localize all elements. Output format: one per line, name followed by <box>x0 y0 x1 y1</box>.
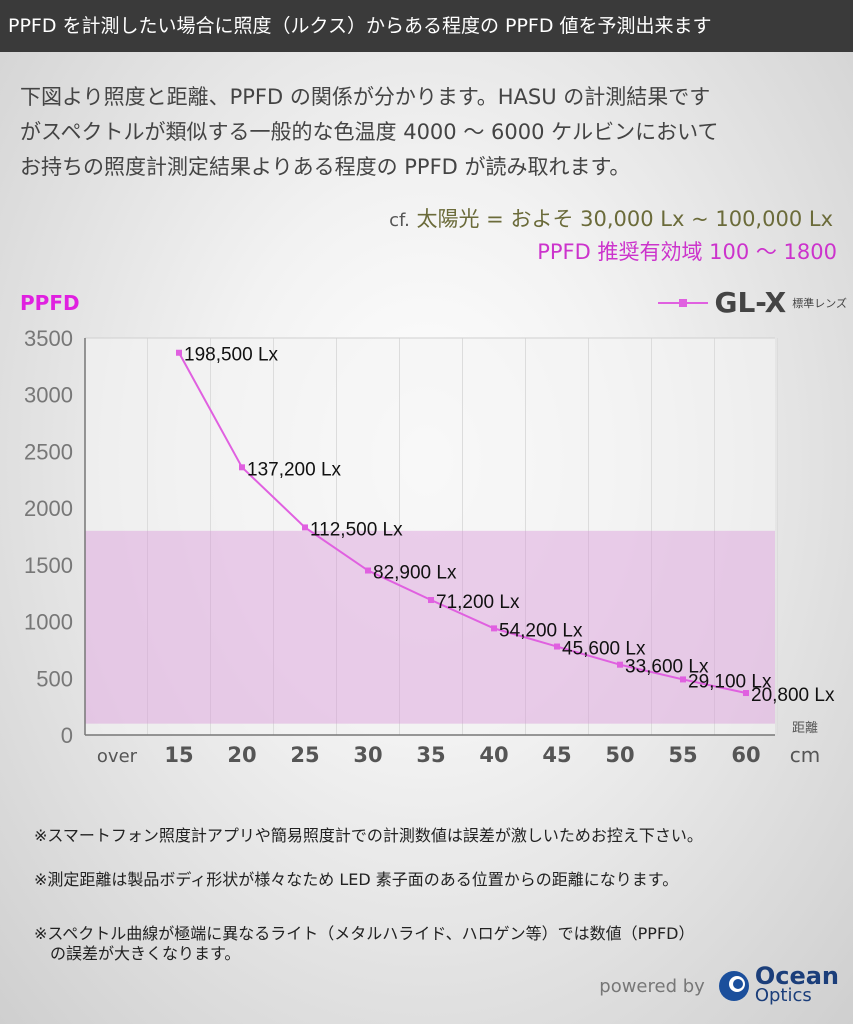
sunlight-note: cf. 太陽光 = およそ 30,000 Lx ~ 100,000 Lx <box>389 203 833 233</box>
data-point <box>743 690 749 697</box>
note-line: の誤差が大きくなります。 <box>34 944 241 963</box>
data-point <box>239 464 245 471</box>
y-tick-label: 3500 <box>24 326 73 351</box>
footer: powered by Ocean Optics <box>599 962 839 1006</box>
y-tick-label: 1000 <box>24 610 73 635</box>
note: ※スペクトル曲線が極端に異なるライト（メタルハライド、ハロゲン等）では数値（PP… <box>34 924 844 964</box>
data-point <box>554 643 560 650</box>
data-label: 20,800 Lx <box>751 685 835 706</box>
ocean-optics-logo-icon <box>718 971 749 1001</box>
x-tick-label: 25 <box>290 743 319 767</box>
x-tick-label: 40 <box>479 743 508 767</box>
y-tick-label: 0 <box>61 723 73 748</box>
x-tick-label: 60 <box>731 743 760 767</box>
ppfd-chart: 0 500 1000 1500 2000 2500 3000 3500 over 15 20 25 30… <box>24 326 835 767</box>
cf-prefix: cf. <box>389 210 410 231</box>
plot-area <box>85 338 775 735</box>
legend-line-marker <box>658 298 709 307</box>
data-point <box>617 661 623 668</box>
data-label: 198,500 Lx <box>184 345 279 366</box>
x-tick-label: 35 <box>416 743 445 767</box>
data-point <box>302 524 308 531</box>
series-line <box>178 352 747 695</box>
logo-line1: Ocean <box>754 962 839 990</box>
data-point <box>491 625 497 632</box>
x-tick-label: 20 <box>227 743 256 767</box>
data-label: 112,500 Lx <box>310 519 403 540</box>
intro-line: お持ちの照度計測定結果よりある程度の PPFD が読み取れます。 <box>20 155 631 179</box>
chart-legend: GL-X 標準レンズ <box>658 286 847 319</box>
note: ※スマートフォン照度計アプリや簡易照度計での計測数値は誤差が激しいためお控え下さ… <box>34 826 703 845</box>
recommended-band <box>85 530 775 724</box>
x-tick-label: over <box>97 746 138 767</box>
legend-series-name: GL-X <box>714 286 787 319</box>
note-line: ※スペクトル曲線が極端に異なるライト（メタルハライド、ハロゲン等）では数値（PP… <box>34 924 695 943</box>
y-tick-label: 3000 <box>24 383 73 408</box>
header-title: PPFD を計測したい場合に照度（ルクス）からある程度の PPFD 値を予測出来… <box>0 0 853 52</box>
data-label: 45,600 Lx <box>562 639 646 660</box>
intro-text: 下図より照度と距離、PPFD の関係が分かります。HASU の計測結果です がス… <box>20 80 840 185</box>
y-tick-label: 2000 <box>24 496 73 521</box>
note: ※測定距離は製品ボディ形状が様々なため LED 素子面のある位置からの距離になり… <box>34 870 679 889</box>
legend-series-sublabel: 標準レンズ <box>792 296 847 310</box>
powered-by: powered by <box>599 975 705 997</box>
logo-line2: Optics <box>754 985 812 1006</box>
y-axis-label: PPFD <box>20 291 80 315</box>
notes: ※スマートフォン照度計アプリや簡易照度計での計測数値は誤差が激しいためお控え下さ… <box>34 822 703 910</box>
intro-line: 下図より照度と距離、PPFD の関係が分かります。HASU の計測結果です <box>20 85 711 109</box>
x-tick-label: 45 <box>542 743 571 767</box>
recommended-range: PPFD 推奨有効域 100 ～ 1800 <box>537 240 837 264</box>
x-axis-unit: cm <box>790 743 820 767</box>
intro-line: がスペクトルが類似する一般的な色温度 4000 ～ 6000 ケルビンにおいて <box>20 120 719 144</box>
y-tick-label: 2500 <box>24 439 73 464</box>
data-label: 54,200 Lx <box>499 620 583 641</box>
data-point <box>680 676 686 683</box>
cf-text: 太陽光 = およそ 30,000 Lx ~ 100,000 Lx <box>416 207 834 231</box>
x-axis-label: 距離 <box>792 721 818 736</box>
data-point <box>365 567 371 574</box>
data-label: 71,200 Lx <box>436 592 520 613</box>
ocean-optics-logo: Ocean Optics <box>717 962 839 1006</box>
x-tick-label: 15 <box>164 743 193 767</box>
data-label: 82,900 Lx <box>373 563 457 584</box>
data-point <box>428 597 434 604</box>
x-tick-label: 50 <box>605 743 634 767</box>
data-label: 29,100 Lx <box>688 671 772 692</box>
y-tick-label: 1500 <box>24 553 73 578</box>
x-tick-label: 55 <box>668 743 697 767</box>
data-label: 137,200 Lx <box>247 459 342 480</box>
y-tick-label: 500 <box>36 666 73 691</box>
x-tick-label: 30 <box>353 743 382 767</box>
data-point <box>176 349 182 356</box>
data-label: 33,600 Lx <box>625 657 709 678</box>
